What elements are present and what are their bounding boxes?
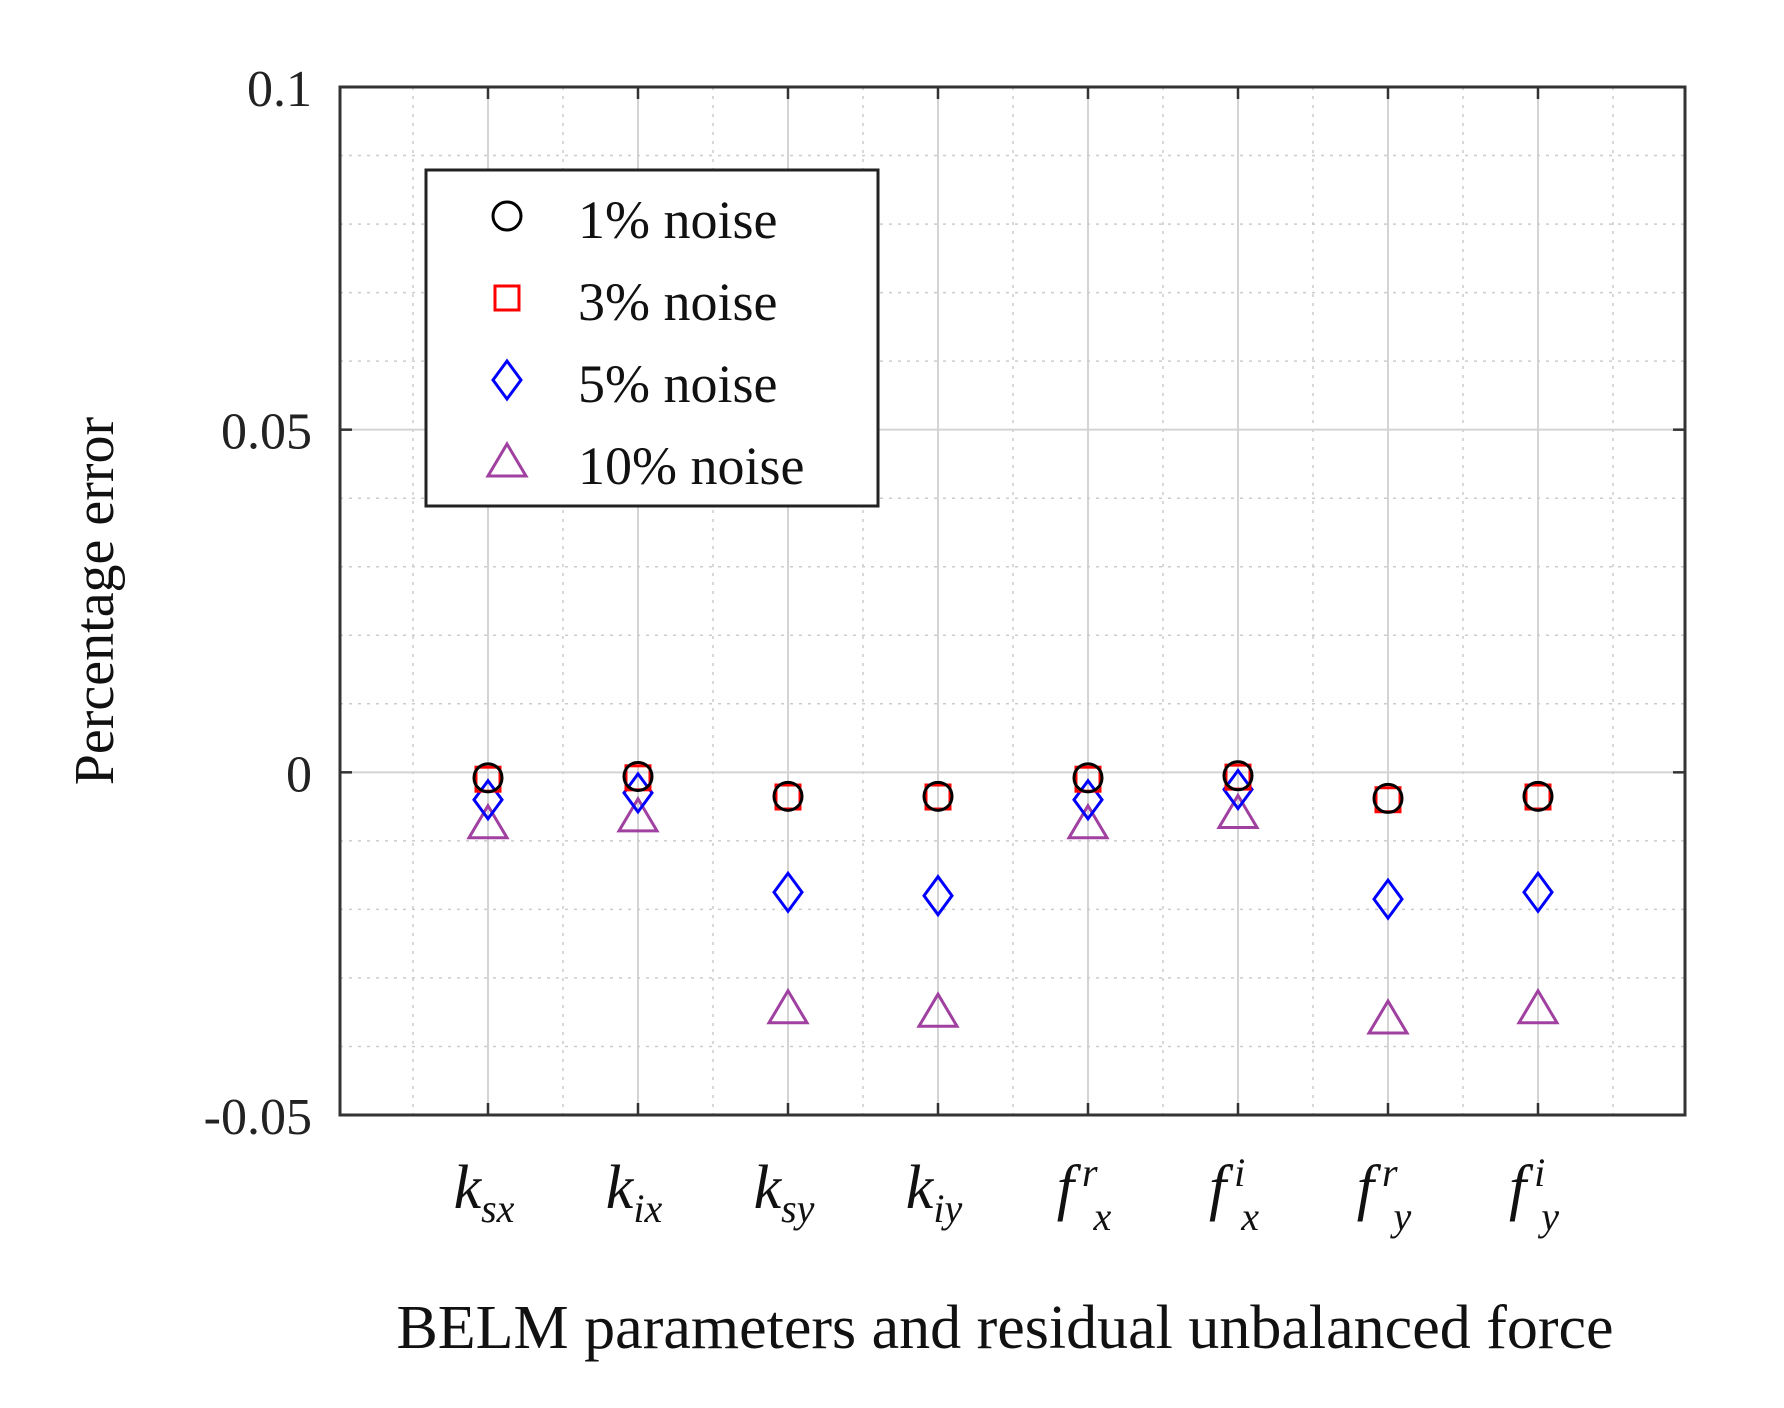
legend-label: 5% noise [578,354,777,414]
legend-marker-square [493,284,521,312]
data-point-diamond [1222,767,1254,811]
data-point-circle [1072,762,1104,794]
data-point-circle [1222,760,1254,792]
data-point-triangle [1216,792,1260,829]
y-tick-label: 0.1 [247,61,312,118]
plot-frame [338,85,1687,1117]
data-point-diamond [922,874,954,918]
x-tick-label: kiy [906,1154,963,1231]
legend-marker-triangle [485,441,529,478]
legend: 1% noise 3% noise 5% noise 10% noise [424,168,880,508]
data-point-triangle [1366,998,1410,1035]
data-point-triangle [766,987,810,1025]
legend-marker-diamond [491,358,523,402]
data-point-diamond [772,870,804,914]
legend-label: 1% noise [578,190,777,250]
data-point-triangle [466,802,510,840]
data-point-diamond [1072,778,1104,822]
data-point-triangle [916,991,960,1028]
y-tick-label: 0.05 [221,404,312,461]
y-axis-label: Percentage error [64,416,126,785]
data-point-triangle [1066,802,1110,840]
data-point-diamond [472,778,504,822]
legend-box [424,168,880,508]
y-axis-ticks: -0.05 0 0.05 0.1 [204,61,1685,1146]
legend-label: 3% noise [578,272,777,332]
legend-marker-circle [491,200,523,232]
data-markers [466,760,1560,1035]
data-point-diamond [1522,870,1554,914]
x-axis-label: BELM parameters and residual unbalanced … [396,1294,1613,1362]
data-point-circle [922,780,954,812]
data-point-circle [772,780,804,812]
data-point-circle [1372,782,1404,814]
x-axis-ticks: ksx kix ksy kiy f r x f i x f r y f i y [454,87,1559,1239]
x-tick-label: ksx [454,1154,515,1231]
legend-label: 10% noise [578,436,804,496]
data-point-triangle [1516,987,1560,1025]
y-tick-label: 0 [286,746,312,803]
x-tick-label: ksy [754,1154,815,1231]
y-tick-label: -0.05 [204,1089,312,1146]
data-point-circle [622,760,654,792]
data-point-diamond [1372,877,1404,921]
data-point-circle [1522,780,1554,812]
x-tick-label: kix [606,1154,663,1231]
data-point-circle [472,762,504,794]
data-point-triangle [616,795,660,833]
